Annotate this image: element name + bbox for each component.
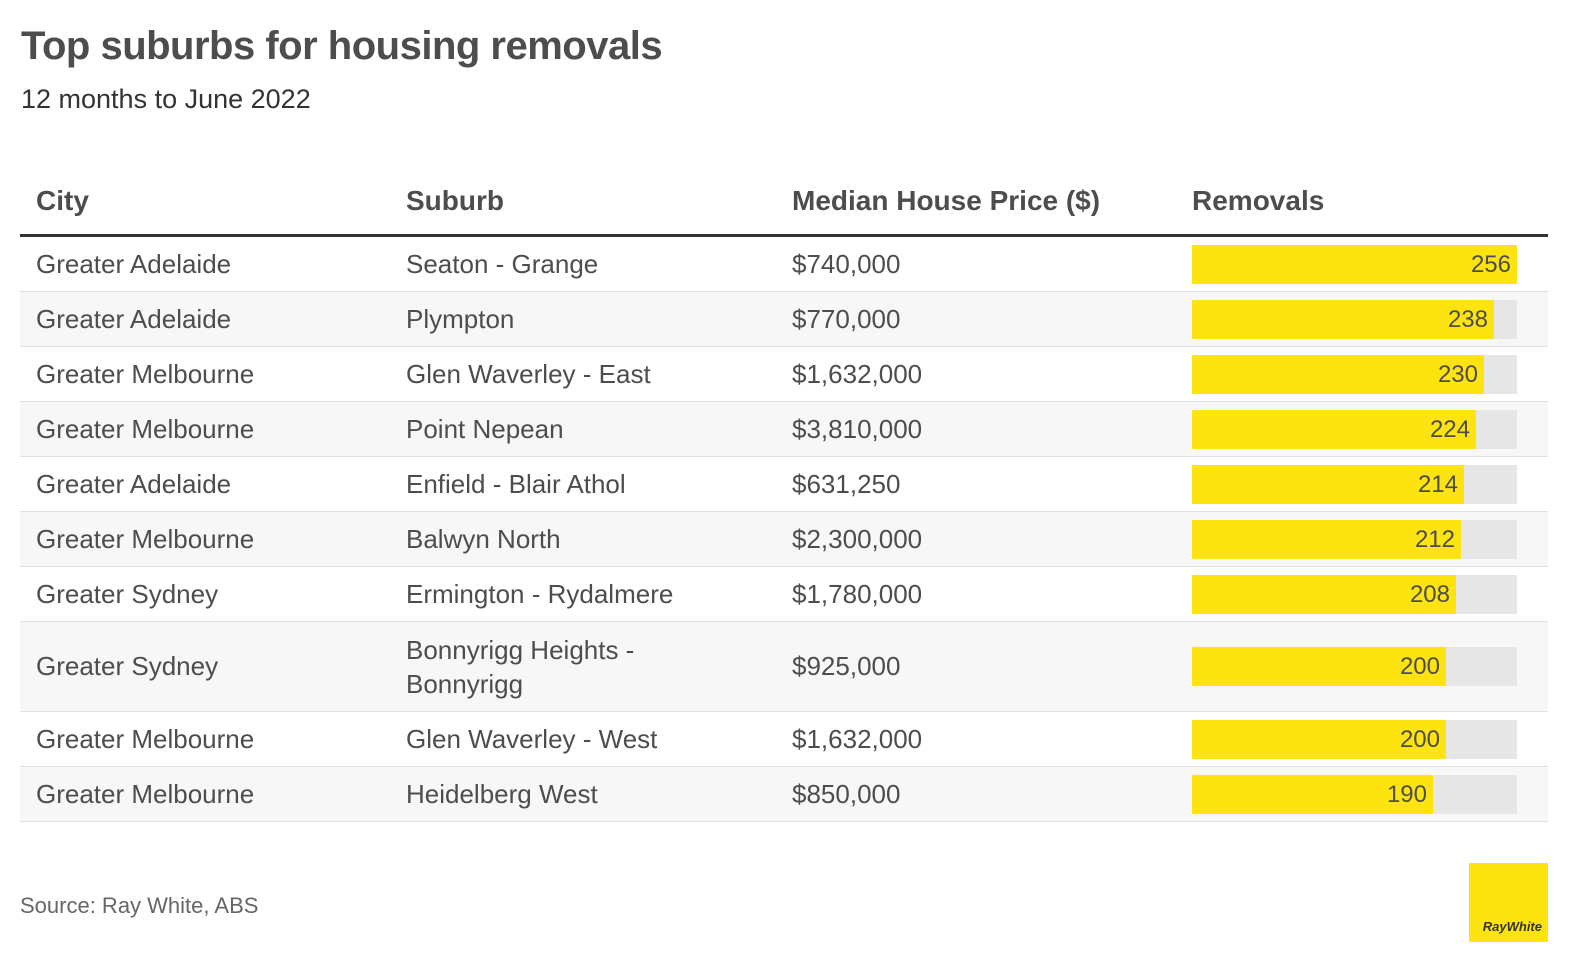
cell-city: Greater Melbourne xyxy=(36,523,255,554)
table-row: Greater Melbourne Glen Waverley - East $1,… xyxy=(20,347,1548,402)
removals-table: City Suburb Median House Price ($) Remov… xyxy=(20,168,1548,822)
cell-suburb: Seaton - Grange xyxy=(406,249,599,279)
cell-removals: 190 xyxy=(1178,774,1548,814)
cell-price: $925,000 xyxy=(792,651,901,681)
cell-price: $1,632,000 xyxy=(792,723,923,754)
removals-bar-track: 200 xyxy=(1192,647,1517,686)
header-removals: Removals xyxy=(1192,185,1325,216)
table-row: Greater Melbourne Heidelberg West $850,000… xyxy=(20,767,1548,822)
cell-price: $1,632,000 xyxy=(792,358,923,389)
source-note: Source: Ray White, ABS xyxy=(20,893,259,918)
removals-value-label: 214 xyxy=(1417,470,1458,498)
removals-bar-track: 238 xyxy=(1192,299,1517,339)
cell-city: Greater Adelaide xyxy=(36,303,232,334)
cell-city: Greater Adelaide xyxy=(36,248,232,279)
table-row: Greater Melbourne Glen Waverley - West $1,… xyxy=(20,712,1548,767)
cell-removals: 208 xyxy=(1178,574,1548,614)
removals-bar-track: 224 xyxy=(1192,409,1517,449)
cell-city: Greater Melbourne xyxy=(36,358,255,389)
cell-removals: 200 xyxy=(1178,719,1548,759)
removals-bar xyxy=(1192,574,1456,614)
table-row: Greater Melbourne Balwyn North $2,300,000 2… xyxy=(20,512,1548,567)
cell-suburb: Plympton xyxy=(406,304,515,334)
cell-removals: 230 xyxy=(1178,354,1548,394)
table-row: Greater Adelaide Enfield - Blair Athol $63… xyxy=(20,457,1548,512)
cell-price: $631,250 xyxy=(792,468,901,499)
cell-price: $2,300,000 xyxy=(792,523,923,554)
cell-suburb: Heidelberg West xyxy=(406,779,598,809)
cell-city: Greater Melbourne xyxy=(36,723,255,754)
cell-city: Greater Adelaide xyxy=(36,468,232,499)
removals-bar xyxy=(1192,354,1484,394)
removals-value-label: 224 xyxy=(1429,415,1470,443)
header-suburb: Suburb xyxy=(406,185,504,216)
removals-bar xyxy=(1192,719,1446,759)
removals-bar xyxy=(1192,244,1517,284)
table-row: Greater Melbourne Point Nepean $3,810,000 2… xyxy=(20,402,1548,457)
cell-removals: 200 xyxy=(1178,647,1548,686)
removals-value-label: 200 xyxy=(1399,653,1440,680)
removals-value-label: 212 xyxy=(1414,525,1455,553)
table-row: Greater Adelaide Seaton - Grange $740,000 2… xyxy=(20,237,1548,292)
cell-suburb: Ermington - Rydalmere xyxy=(406,579,674,609)
cell-suburb: Enfield - Blair Athol xyxy=(406,469,626,499)
removals-value-label: 230 xyxy=(1437,360,1478,388)
removals-value-label: 256 xyxy=(1470,250,1511,278)
cell-suburb: Point Nepean xyxy=(406,414,564,444)
removals-value-label: 208 xyxy=(1409,580,1450,608)
cell-city: Greater Sydney xyxy=(36,578,219,609)
removals-value-label: 200 xyxy=(1399,725,1440,753)
cell-price: $770,000 xyxy=(792,303,901,334)
removals-bar xyxy=(1192,299,1494,339)
removals-bar xyxy=(1192,519,1461,559)
table-row: Greater Sydney Bonnyrigg Heights - Bonnyr… xyxy=(20,622,1548,712)
cell-city: Greater Melbourne xyxy=(36,778,255,809)
cell-suburb: Glen Waverley - West xyxy=(406,724,658,754)
cell-removals: 238 xyxy=(1178,299,1548,339)
removals-bar xyxy=(1192,647,1446,686)
table-row: Greater Adelaide Plympton $770,000 238 xyxy=(20,292,1548,347)
cell-city: Greater Melbourne xyxy=(36,413,255,444)
header-price: Median House Price ($) xyxy=(792,185,1101,216)
removals-bar xyxy=(1192,409,1476,449)
removals-bar xyxy=(1192,464,1464,504)
removals-bar xyxy=(1192,774,1433,814)
chart-title: Top suburbs for housing removals xyxy=(21,24,663,68)
removals-bar-track: 200 xyxy=(1192,719,1517,759)
table-header: City Suburb Median House Price ($) Remov… xyxy=(20,168,1548,237)
cell-removals: 212 xyxy=(1178,519,1548,559)
cell-city: Greater Sydney xyxy=(36,651,219,681)
removals-bar-track: 214 xyxy=(1192,464,1517,504)
cell-price: $1,780,000 xyxy=(792,578,923,609)
removals-bar-track: 230 xyxy=(1192,354,1517,394)
cell-price: $740,000 xyxy=(792,248,901,279)
cell-removals: 214 xyxy=(1178,464,1548,504)
removals-bar-track: 256 xyxy=(1192,244,1517,284)
cell-removals: 224 xyxy=(1178,409,1548,449)
cell-price: $850,000 xyxy=(792,778,901,809)
removals-bar-track: 190 xyxy=(1192,774,1517,814)
removals-value-label: 190 xyxy=(1386,780,1427,808)
ray-white-logo: RayWhite xyxy=(1469,863,1548,942)
cell-suburb: Bonnyrigg Heights - Bonnyrigg xyxy=(406,634,635,699)
removals-value-label: 238 xyxy=(1447,305,1488,333)
removals-bar-track: 208 xyxy=(1192,574,1517,614)
header-city: City xyxy=(36,185,89,216)
table-row: Greater Sydney Ermington - Rydalmere $1,78… xyxy=(20,567,1548,622)
table-body: Greater Adelaide Seaton - Grange $740,000 2… xyxy=(20,237,1548,822)
chart-subtitle: 12 months to June 2022 xyxy=(21,84,311,114)
cell-price: $3,810,000 xyxy=(792,413,923,444)
cell-removals: 256 xyxy=(1178,244,1548,284)
cell-suburb: Balwyn North xyxy=(406,524,561,554)
logo-text: RayWhite xyxy=(1482,919,1542,934)
cell-suburb: Glen Waverley - East xyxy=(406,359,651,389)
removals-bar-track: 212 xyxy=(1192,519,1517,559)
